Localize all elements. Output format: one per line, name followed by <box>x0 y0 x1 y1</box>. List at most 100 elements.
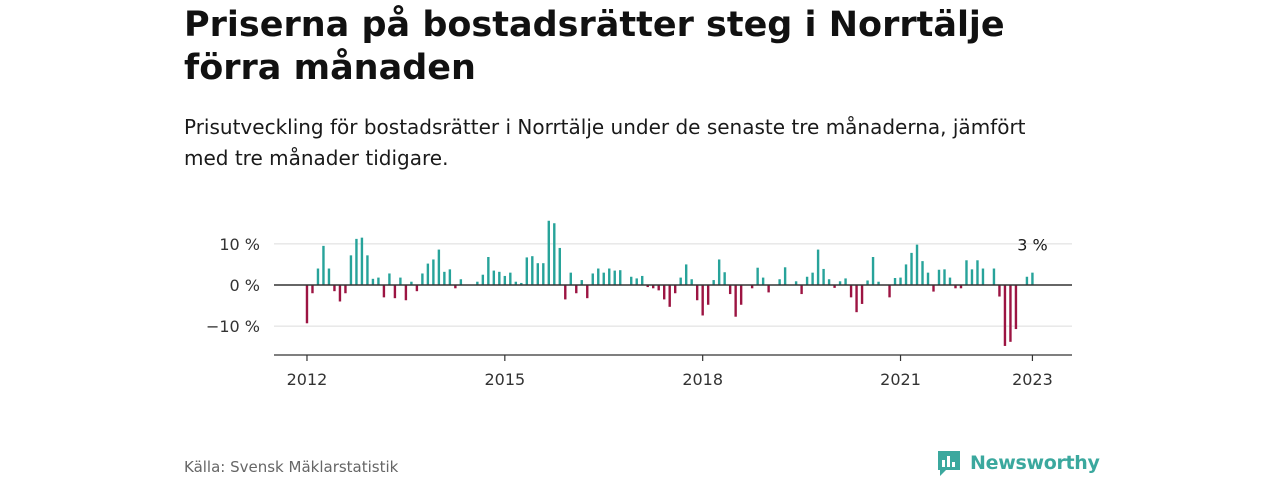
bar-2019-08 <box>805 276 809 285</box>
source-note: Källa: Svensk Mäklarstatistik <box>184 458 399 476</box>
bar-2018-06 <box>728 285 732 295</box>
bar-2012-11 <box>360 237 364 285</box>
bar-2012-12 <box>366 255 369 285</box>
bar-2020-02 <box>838 281 842 285</box>
bar-2015-05 <box>525 257 529 285</box>
bar-2017-03 <box>646 285 649 288</box>
bar-2022-04 <box>981 268 985 285</box>
bar-2020-01 <box>833 285 836 288</box>
bar-2022-08 <box>1003 285 1007 346</box>
bar-2015-12 <box>564 285 567 300</box>
latest-value-label: 3 % <box>1017 236 1047 255</box>
bar-2012-08 <box>344 285 347 294</box>
chart-subtitle: Prisutveckling för bostadsrätter i Norrt… <box>184 115 1026 170</box>
bar-2016-09 <box>613 270 616 285</box>
bar-2012-02 <box>311 285 314 294</box>
bar-2012-06 <box>333 285 336 292</box>
bar-2018-05 <box>723 272 726 285</box>
bar-2015-11 <box>558 247 561 285</box>
bar-2013-03 <box>382 285 386 298</box>
bar-2017-12 <box>695 285 699 301</box>
bar-2015-08 <box>542 263 545 285</box>
bar-2018-11 <box>756 267 759 285</box>
bar-2014-05 <box>459 279 463 285</box>
bar-2022-06 <box>992 268 996 285</box>
bar-2020-11 <box>888 285 891 298</box>
bar-2019-04 <box>783 267 787 285</box>
bar-2022-01 <box>965 260 968 285</box>
bar-2013-08 <box>410 281 413 285</box>
bar-2019-01 <box>767 285 770 293</box>
bar-2017-05 <box>657 285 660 291</box>
bar-2016-03 <box>580 280 583 285</box>
bar-2013-07 <box>404 285 408 301</box>
bar-2021-03 <box>910 252 913 285</box>
bar-2018-08 <box>739 285 743 305</box>
bar-2012-10 <box>355 238 358 285</box>
bar-2020-05 <box>855 285 858 313</box>
bar-2022-10 <box>1014 285 1018 330</box>
bar-2020-09 <box>877 281 880 285</box>
y-tick-label: −10 % <box>206 317 260 336</box>
bar-2013-01 <box>371 278 375 285</box>
bar-2016-06 <box>597 268 600 285</box>
bar-2017-06 <box>663 285 666 300</box>
bar-2014-09 <box>481 274 485 285</box>
bar-2019-11 <box>822 268 825 285</box>
bar-2018-07 <box>734 285 737 317</box>
y-tick-label: 10 % <box>219 235 260 254</box>
bar-2013-06 <box>399 277 402 285</box>
bar-2019-10 <box>816 249 820 285</box>
bar-2021-11 <box>954 285 957 289</box>
x-tick-label: 2012 <box>287 370 328 389</box>
bar-2021-06 <box>926 272 930 285</box>
bar-2020-04 <box>849 285 853 298</box>
bar-2015-04 <box>520 282 523 285</box>
bar-2020-07 <box>866 280 869 285</box>
bar-2016-08 <box>608 268 611 285</box>
bar-2012-03 <box>316 268 320 285</box>
bar-2021-04 <box>915 244 919 285</box>
bar-2014-10 <box>487 257 490 285</box>
bar-2014-12 <box>498 271 501 285</box>
bar-2020-06 <box>860 285 864 304</box>
bar-chart: −10 % 0 % 10 % 2012 2015 2018 2021 2023 3 % <box>206 220 1072 389</box>
bar-2015-10 <box>553 223 556 285</box>
bar-2018-01 <box>701 285 704 316</box>
bar-2022-12 <box>1025 276 1029 285</box>
bar-2015-06 <box>531 256 534 285</box>
bar-2015-03 <box>514 281 518 285</box>
bar-2012-04 <box>322 245 325 285</box>
bar-2021-05 <box>921 261 924 285</box>
brand-name: Newsworthy <box>970 452 1100 474</box>
bar-2021-12 <box>959 285 963 289</box>
chart-card: Priserna på bostadsrätter steg i Norrtäl… <box>184 0 1100 480</box>
bar-2021-08 <box>937 269 941 285</box>
bar-2015-09 <box>547 220 550 285</box>
bar-2022-07 <box>998 285 1001 297</box>
bar-2020-12 <box>893 278 897 285</box>
x-tick-label: 2018 <box>682 370 723 389</box>
x-tick-label: 2023 <box>1012 370 1053 389</box>
bar-2013-12 <box>432 259 435 285</box>
bar-2016-01 <box>569 272 572 285</box>
bar-2013-09 <box>415 285 419 292</box>
bar-2012-07 <box>338 285 342 302</box>
bar-2013-05 <box>393 285 397 299</box>
bar-2014-11 <box>492 270 496 285</box>
bar-2019-09 <box>811 272 814 285</box>
x-tick-label: 2015 <box>484 370 525 389</box>
bar-2023-01 <box>1031 272 1034 285</box>
bars <box>305 220 1034 346</box>
bar-2012-01 <box>305 285 309 324</box>
bar-2014-08 <box>476 281 479 285</box>
bar-2020-08 <box>871 257 875 285</box>
bar-2014-03 <box>448 269 452 285</box>
bar-2021-07 <box>932 285 935 292</box>
bar-2013-02 <box>377 277 380 285</box>
brand-logo: Newsworthy <box>936 448 1100 478</box>
bar-2014-04 <box>454 285 457 289</box>
bar-2019-03 <box>778 279 781 285</box>
bar-2014-02 <box>443 271 446 285</box>
bar-2017-09 <box>679 277 682 285</box>
